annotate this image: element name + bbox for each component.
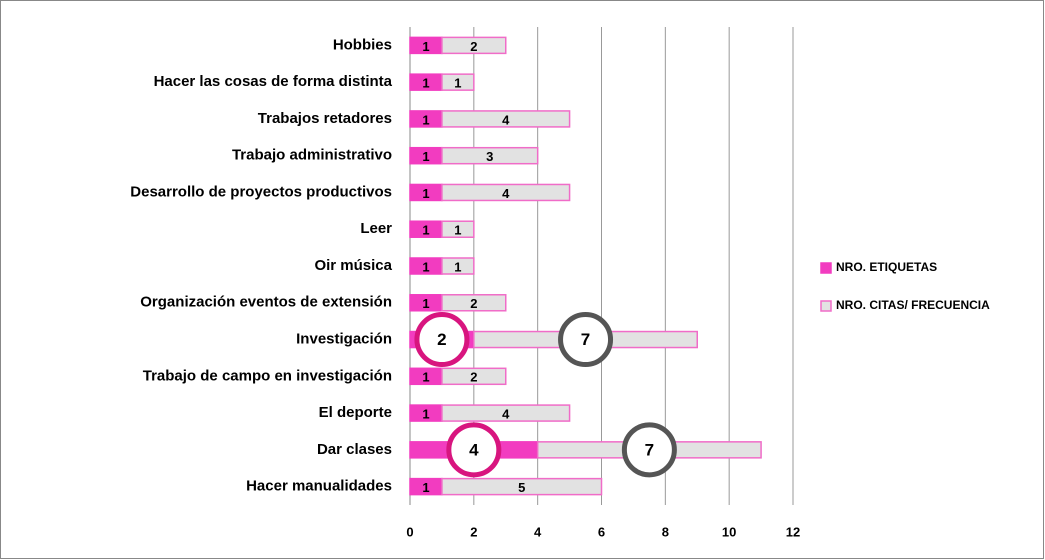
data-label: 1: [422, 76, 429, 91]
bar-segment: [441, 477, 603, 496]
data-label: 1: [422, 259, 429, 274]
bar-segment: [441, 257, 475, 275]
legend-label: NRO. ETIQUETAS: [836, 260, 937, 274]
legend-label: NRO. CITAS/ FRECUENCIA: [836, 298, 990, 312]
y-tick-label: Leer: [360, 220, 392, 237]
data-label: 1: [422, 407, 429, 422]
highlight-circle: [446, 422, 502, 478]
x-tick-label: 0: [406, 524, 413, 539]
y-tick-label: Organización eventos de extensión: [140, 294, 392, 311]
bar-segment: [441, 404, 571, 422]
bar-segment: [441, 367, 507, 386]
data-label: 1: [422, 149, 429, 164]
x-tick-label: 12: [786, 524, 800, 539]
highlight-circle: [414, 312, 470, 368]
data-label: 2: [470, 370, 477, 385]
bar-segment: [441, 36, 507, 55]
data-label: 1: [422, 296, 429, 311]
bar-segment: [441, 183, 571, 202]
data-label: 4: [469, 440, 479, 459]
legend-swatch: [820, 262, 832, 274]
data-label: 4: [502, 186, 510, 201]
data-label: 4: [502, 112, 510, 127]
bar-segment: [441, 73, 475, 91]
highlight-circle: [558, 312, 614, 368]
data-label: 1: [422, 112, 429, 127]
data-label: 7: [581, 330, 590, 349]
x-tick-label: 10: [722, 524, 736, 539]
x-tick-label: 4: [534, 524, 542, 539]
data-label: 2: [437, 330, 446, 349]
bar-segment: [441, 110, 571, 128]
data-label: 4: [502, 407, 510, 422]
y-tick-label: El deporte: [319, 404, 392, 421]
y-tick-label: Trabajo administrativo: [232, 147, 392, 164]
data-label: 2: [470, 39, 477, 54]
y-tick-label: Investigación: [296, 331, 392, 348]
y-tick-label: Trabajos retadores: [258, 110, 392, 127]
y-tick-label: Hacer manualidades: [246, 478, 392, 495]
data-label: 1: [422, 480, 429, 495]
data-label: 1: [422, 370, 429, 385]
data-label: 7: [645, 440, 654, 459]
data-label: 1: [422, 39, 429, 54]
x-tick-label: 2: [470, 524, 477, 539]
data-label: 2: [470, 296, 477, 311]
y-tick-label: Hobbies: [333, 36, 392, 53]
y-tick-label: Dar clases: [317, 441, 392, 458]
bar-segment: [441, 220, 475, 238]
data-label: 1: [422, 186, 429, 201]
data-label: 5: [518, 480, 525, 495]
y-tick-label: Desarrollo de proyectos productivos: [130, 183, 392, 200]
bar-segment: [441, 294, 507, 312]
x-tick-label: 6: [598, 524, 605, 539]
data-label: 1: [454, 76, 461, 91]
legend-swatch: [820, 300, 832, 312]
highlight-circle: [621, 422, 677, 478]
bar-segment: [441, 146, 539, 165]
x-tick-label: 8: [662, 524, 669, 539]
data-label: 1: [454, 259, 461, 274]
y-tick-label: Trabajo de campo en investigación: [143, 367, 392, 384]
y-tick-label: Oir música: [314, 257, 392, 274]
data-label: 3: [486, 149, 493, 164]
y-tick-label: Hacer las cosas de forma distinta: [154, 73, 393, 90]
data-label: 1: [454, 223, 461, 238]
data-label: 1: [422, 223, 429, 238]
